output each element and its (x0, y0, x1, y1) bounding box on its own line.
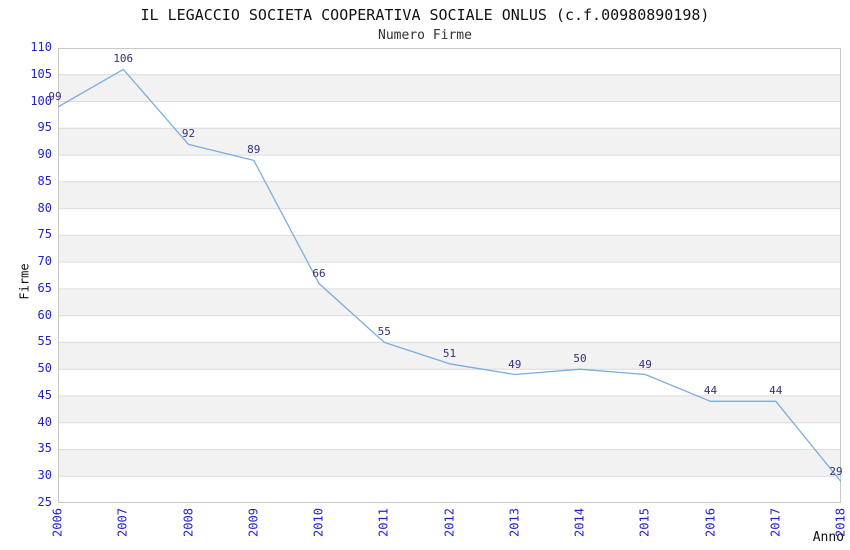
x-tick-label: 2017 (768, 508, 783, 537)
y-tick-label: 60 (37, 307, 52, 322)
y-tick-label: 95 (37, 120, 52, 135)
data-point-label: 50 (573, 352, 587, 366)
data-point-label: 51 (442, 346, 457, 360)
data-point-label: 92 (181, 127, 196, 141)
grid-band (58, 74, 841, 102)
y-tick-label: 90 (37, 147, 52, 162)
plot-border (58, 48, 841, 503)
y-tick-label: 70 (37, 254, 52, 269)
x-tick-label: 2007 (115, 508, 130, 537)
x-tick-label: 2012 (442, 508, 456, 537)
y-tick-label: 110 (30, 40, 52, 54)
grid-band (58, 128, 841, 156)
y-tick-label: 40 (37, 414, 52, 429)
data-point-label: 49 (508, 357, 522, 371)
grid-band (58, 342, 841, 370)
y-tick-label: 50 (37, 361, 52, 376)
x-tick-label: 2008 (181, 508, 195, 537)
y-tick-label: 105 (30, 66, 52, 81)
x-tick-label: 2011 (376, 508, 391, 537)
y-tick-label: 75 (37, 227, 52, 242)
data-point-label: 49 (638, 357, 652, 371)
y-tick-label: 45 (37, 387, 52, 402)
data-point-label: 44 (769, 384, 783, 398)
plot-area (58, 48, 841, 503)
y-tick-label: 30 (37, 468, 52, 483)
y-tick-label: 80 (37, 200, 52, 215)
plot-svg (58, 48, 841, 503)
grid-band (58, 395, 841, 423)
y-tick-label: 65 (37, 280, 52, 295)
x-tick-label: 2009 (246, 508, 261, 537)
x-tick-label: 2010 (311, 508, 326, 537)
data-point-label: 29 (829, 464, 843, 478)
data-point-label: 44 (703, 384, 718, 398)
series-line (58, 68, 841, 483)
x-axis-label: Anno (812, 530, 844, 545)
x-tick-label: 2015 (637, 508, 652, 537)
x-tick-label: 2013 (507, 508, 522, 537)
chart-subtitle: Numero Firme (378, 28, 472, 43)
data-point-label: 89 (247, 143, 261, 157)
y-tick-label: 85 (37, 173, 52, 188)
y-tick-label: 55 (37, 334, 52, 349)
grid-band (58, 181, 841, 209)
x-tick-label: 2006 (50, 508, 65, 537)
y-tick-label: 100 (30, 93, 52, 108)
grid-band (58, 449, 841, 477)
y-tick-label: 25 (37, 495, 52, 509)
grid-band (58, 288, 841, 316)
grid-band (58, 235, 841, 263)
chart-title: IL LEGACCIO SOCIETA COOPERATIVA SOCIALE … (140, 6, 710, 24)
data-point-label: 55 (377, 325, 391, 339)
y-tick-label: 35 (37, 441, 52, 456)
data-point-label: 66 (312, 266, 326, 280)
data-point-label: 99 (48, 89, 62, 103)
data-point-label: 106 (113, 52, 134, 66)
x-tick-label: 2018 (833, 508, 848, 537)
x-tick-label: 2016 (703, 508, 717, 537)
x-tick-label: 2014 (572, 508, 587, 537)
